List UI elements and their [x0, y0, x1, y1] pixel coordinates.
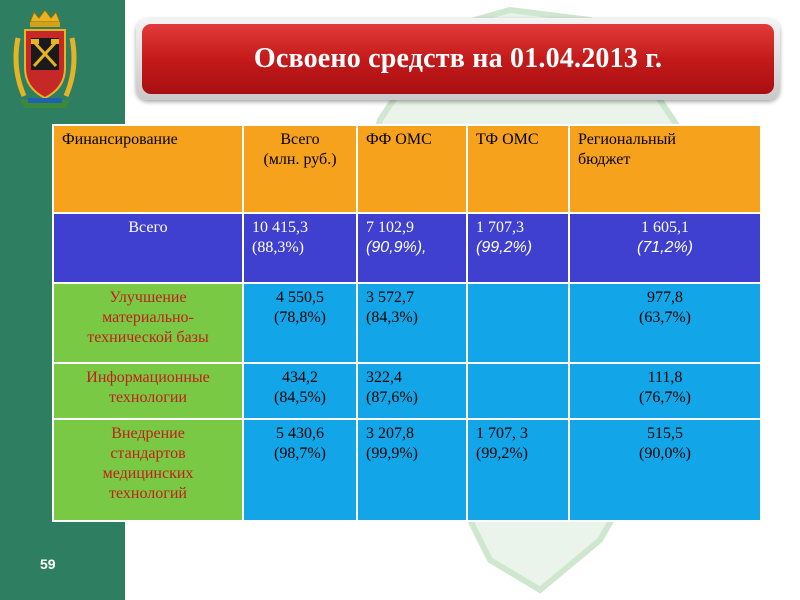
row-reg-cell: 515,5 (90,0%) — [568, 418, 762, 522]
row-ff-pct: (87,6%) — [366, 389, 418, 406]
financing-table: Финансирование Всего (млн. руб.) ФФ ОМС … — [52, 124, 762, 522]
table-row: Информационные технологии 434,2 (84,5%) … — [52, 362, 762, 420]
table-row-total: Всего 10 415,3 (88,3%) 7 102,9 (90,9%), … — [52, 212, 762, 284]
total-label-cell: Всего — [52, 212, 244, 284]
row-label-line: Информационные — [86, 369, 210, 386]
row-all-value: 5 430,6 — [276, 425, 324, 442]
row-all-value: 4 550,5 — [276, 289, 324, 306]
row-label-line: технологии — [109, 389, 187, 406]
row-reg-cell: 977,8 (63,7%) — [568, 282, 762, 364]
header-financing: Финансирование — [52, 124, 244, 214]
row-all-cell: 434,2 (84,5%) — [242, 362, 358, 420]
table-row: Улучшение материально- технической базы … — [52, 282, 762, 364]
total-reg-cell: 1 605,1 (71,2%) — [568, 212, 762, 284]
row-reg-value: 977,8 — [647, 289, 683, 306]
row-all-cell: 5 430,6 (98,7%) — [242, 418, 358, 522]
row-label-line: Улучшение — [109, 289, 187, 306]
row-ff-value: 3 207,8 — [366, 425, 414, 442]
row-ff-pct: (84,3%) — [366, 309, 418, 326]
total-reg-pct: (71,2%) — [636, 239, 694, 256]
row-ff-cell: 322,4 (87,6%) — [356, 362, 468, 420]
row-reg-value: 515,5 — [647, 425, 683, 442]
row-ff-cell: 3 572,7 (84,3%) — [356, 282, 468, 364]
row-reg-pct: (90,0%) — [639, 445, 691, 462]
row-label-line: Внедрение — [111, 425, 185, 442]
title-banner-inner: Освоено средств на 01.04.2013 г. — [142, 24, 774, 94]
header-regional-label: Региональный — [578, 131, 676, 148]
header-total: Всего (млн. руб.) — [242, 124, 358, 214]
header-total-unit: (млн. руб.) — [263, 151, 337, 168]
total-tf-cell: 1 707,3 (99,2%) — [466, 212, 570, 284]
slide-title: Освоено средств на 01.04.2013 г. — [253, 43, 663, 74]
row-ff-value: 322,4 — [366, 369, 402, 386]
total-tf-value: 1 707,3 — [476, 219, 524, 236]
table-row: Внедрение стандартов медицинских техноло… — [52, 418, 762, 522]
row-all-cell: 4 550,5 (78,8%) — [242, 282, 358, 364]
row-reg-pct: (63,7%) — [639, 309, 691, 326]
total-ff-cell: 7 102,9 (90,9%), — [356, 212, 468, 284]
coat-of-arms-icon — [13, 9, 77, 108]
row-tf-value: 1 707, 3 — [476, 425, 528, 442]
row-all-pct: (98,7%) — [274, 445, 326, 462]
row-label-line: стандартов — [110, 445, 186, 462]
header-financing-label: Финансирование — [62, 131, 178, 148]
total-label: Всего — [128, 219, 168, 236]
slide-number: 59 — [40, 556, 56, 572]
row-all-pct: (84,5%) — [274, 389, 326, 406]
row-all-value: 434,2 — [282, 369, 318, 386]
row-tf-pct: (99,2%) — [476, 445, 528, 462]
title-banner: Освоено средств на 01.04.2013 г. — [136, 18, 780, 100]
total-all-pct: (88,3%) — [252, 239, 304, 256]
row-label-line: технической базы — [87, 329, 209, 346]
header-regional-budget: Региональный бюджет — [568, 124, 762, 214]
total-ff-pct: (90,9%), — [366, 239, 427, 256]
row-reg-cell: 111,8 (76,7%) — [568, 362, 762, 420]
row-tf-cell — [466, 282, 570, 364]
header-ff-oms-label: ФФ ОМС — [366, 131, 432, 148]
row-label-cell: Внедрение стандартов медицинских техноло… — [52, 418, 244, 522]
row-label-cell: Информационные технологии — [52, 362, 244, 420]
total-tf-pct: (99,2%) — [476, 239, 533, 256]
row-ff-cell: 3 207,8 (99,9%) — [356, 418, 468, 522]
row-label-line: медицинских — [102, 465, 194, 482]
header-tf-oms-label: ТФ ОМС — [476, 131, 539, 148]
header-total-label: Всего — [280, 131, 320, 148]
table-header-row: Финансирование Всего (млн. руб.) ФФ ОМС … — [52, 124, 762, 214]
header-tf-oms: ТФ ОМС — [466, 124, 570, 214]
total-all-cell: 10 415,3 (88,3%) — [242, 212, 358, 284]
row-all-pct: (78,8%) — [274, 309, 326, 326]
row-reg-value: 111,8 — [647, 369, 683, 386]
row-tf-cell: 1 707, 3 (99,2%) — [466, 418, 570, 522]
total-ff-value: 7 102,9 — [366, 219, 414, 236]
row-tf-cell — [466, 362, 570, 420]
header-ff-oms: ФФ ОМС — [356, 124, 468, 214]
row-ff-value: 3 572,7 — [366, 289, 414, 306]
row-label-line: технологий — [109, 485, 187, 502]
row-reg-pct: (76,7%) — [639, 389, 691, 406]
row-label-cell: Улучшение материально- технической базы — [52, 282, 244, 364]
total-all-value: 10 415,3 — [252, 219, 308, 236]
header-budget-label: бюджет — [578, 151, 631, 168]
total-reg-value: 1 605,1 — [641, 219, 689, 236]
row-label-line: материально- — [102, 309, 194, 326]
row-ff-pct: (99,9%) — [366, 445, 418, 462]
